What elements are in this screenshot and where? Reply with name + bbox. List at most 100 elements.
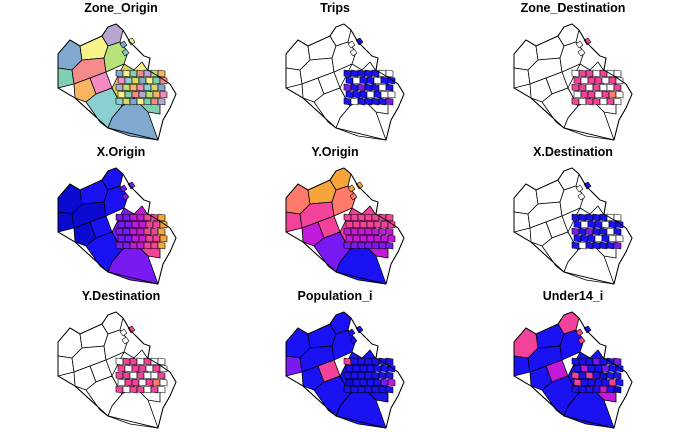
district-border xyxy=(57,23,177,141)
urban-zone-polygon xyxy=(350,69,359,78)
urban-zone-polygon xyxy=(117,90,126,99)
urban-zone-polygon xyxy=(594,364,603,373)
urban-zone-polygon xyxy=(124,234,133,243)
urban-zone-polygon xyxy=(136,385,145,394)
urban-zone-polygon xyxy=(131,378,140,387)
urban-zone-polygon xyxy=(387,90,396,99)
urban-zone-polygon xyxy=(606,83,615,92)
urban-zone-polygon xyxy=(352,220,361,229)
urban-zone-polygon xyxy=(601,364,610,373)
urban-zone-polygon xyxy=(371,227,380,236)
map-panel: Under14_i xyxy=(513,289,633,429)
urban-zone-polygon xyxy=(571,213,580,222)
urban-zone-polygon xyxy=(601,76,610,85)
urban-zone-polygon xyxy=(578,385,587,394)
urban-zone-polygon xyxy=(131,364,140,373)
urban-zone-polygon xyxy=(594,378,603,387)
detached-zone-polygon xyxy=(355,325,364,334)
urban-zone-polygon xyxy=(592,385,601,394)
urban-zone-polygon xyxy=(587,378,596,387)
map-panel: Y.Destination xyxy=(57,289,177,429)
urban-zone-polygon xyxy=(352,364,361,373)
urban-zone-polygon xyxy=(143,371,152,380)
urban-zone-polygon xyxy=(122,385,131,394)
map-panel: Y.Origin xyxy=(285,145,405,285)
urban-zone-polygon xyxy=(371,371,380,380)
detached-zone-polygon xyxy=(119,184,128,193)
urban-zone-polygon xyxy=(359,364,368,373)
urban-zone-polygon xyxy=(350,227,359,236)
urban-zone-polygon xyxy=(373,220,382,229)
urban-zone-polygon xyxy=(131,76,140,85)
urban-zone-polygon xyxy=(606,241,615,250)
detached-zone-polygon xyxy=(347,328,356,337)
detached-zone-polygon xyxy=(575,328,584,337)
urban-zone-polygon xyxy=(592,69,601,78)
urban-zone-polygon xyxy=(117,234,126,243)
detached-zone-polygon xyxy=(355,181,364,190)
map-panel: Population_i xyxy=(285,289,405,429)
urban-zone-polygon xyxy=(608,234,617,243)
urban-zone-polygon xyxy=(366,234,375,243)
urban-zone-polygon xyxy=(601,234,610,243)
urban-zone-polygon xyxy=(129,227,138,236)
urban-zone-polygon xyxy=(157,371,166,380)
urban-zone-polygon xyxy=(364,97,373,106)
panel-title: Zone_Destination xyxy=(521,1,626,15)
urban-zone-polygon xyxy=(143,227,152,236)
detached-zone-polygon xyxy=(575,184,584,193)
urban-zone-polygon xyxy=(364,69,373,78)
urban-zone-polygon xyxy=(115,213,124,222)
urban-zone-polygon xyxy=(387,378,396,387)
urban-zone-polygon xyxy=(150,83,159,92)
urban-zone-polygon xyxy=(615,378,624,387)
urban-zone-polygon xyxy=(152,220,161,229)
urban-zone-polygon xyxy=(152,76,161,85)
urban-zone-polygon xyxy=(599,385,608,394)
urban-zone-polygon xyxy=(587,90,596,99)
urban-zone-polygon xyxy=(364,227,373,236)
urban-zone-polygon xyxy=(587,234,596,243)
urban-zone-polygon xyxy=(380,220,389,229)
urban-zone-polygon xyxy=(385,357,394,366)
district-border xyxy=(513,167,633,285)
district-map xyxy=(513,311,633,429)
urban-zone-polygon xyxy=(373,90,382,99)
urban-zone-polygon xyxy=(594,234,603,243)
urban-zone-polygon xyxy=(136,227,145,236)
urban-zone-polygon xyxy=(117,378,126,387)
urban-zone-polygon xyxy=(587,364,596,373)
urban-zone-polygon xyxy=(608,220,617,229)
map-panel: Zone_Origin xyxy=(57,1,177,141)
urban-zone-polygon xyxy=(385,213,394,222)
urban-zone-polygon xyxy=(380,76,389,85)
urban-zone-polygon xyxy=(594,76,603,85)
urban-zone-polygon xyxy=(115,83,124,92)
urban-zone-polygon xyxy=(117,364,126,373)
urban-zone-polygon xyxy=(378,97,387,106)
urban-zone-polygon xyxy=(136,213,145,222)
urban-zone-polygon xyxy=(359,378,368,387)
panel-title: Under14_i xyxy=(543,289,603,303)
urban-zone-polygon xyxy=(129,83,138,92)
urban-zone-polygon xyxy=(359,76,368,85)
urban-zone-polygon xyxy=(124,364,133,373)
urban-zone-polygon xyxy=(345,378,354,387)
urban-zone-polygon xyxy=(385,241,394,250)
urban-zone-polygon xyxy=(364,385,373,394)
urban-zone-polygon xyxy=(345,220,354,229)
detached-zone-polygon xyxy=(577,192,586,201)
urban-zone-polygon xyxy=(585,227,594,236)
urban-zone-polygon xyxy=(578,83,587,92)
urban-zone-polygon xyxy=(350,357,359,366)
district-map xyxy=(285,311,405,429)
detached-zone-polygon xyxy=(127,325,136,334)
urban-zone-polygon xyxy=(366,76,375,85)
urban-zone-polygon xyxy=(152,364,161,373)
urban-zone-polygon xyxy=(580,364,589,373)
urban-zone-polygon xyxy=(594,220,603,229)
district-map xyxy=(57,167,177,285)
urban-zone-polygon xyxy=(124,76,133,85)
detached-zone-polygon xyxy=(119,40,128,49)
urban-zone-polygon xyxy=(587,220,596,229)
